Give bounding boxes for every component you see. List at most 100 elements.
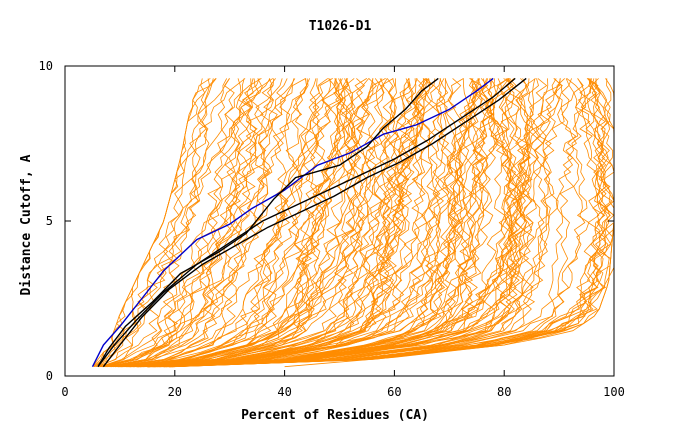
x-tick-label: 40 [277, 385, 291, 399]
model-line [170, 78, 592, 368]
model-line [154, 78, 519, 368]
model-line [155, 78, 559, 368]
model-line [149, 78, 480, 368]
x-tick-label: 0 [61, 385, 68, 399]
model-line [101, 78, 249, 368]
model-line [134, 78, 418, 368]
model-line [138, 78, 427, 368]
model-line [166, 78, 606, 368]
model-line [132, 78, 441, 368]
axis-ticks: 0 20 40 60 80 100 0 5 10 [39, 59, 625, 399]
model-line [142, 78, 494, 368]
model-line [137, 78, 460, 368]
model-line [148, 78, 511, 368]
model-line [156, 78, 545, 368]
model-line [115, 78, 310, 368]
model-line [147, 78, 526, 368]
model-line [128, 78, 385, 368]
model-line [168, 78, 592, 368]
y-tick-label: 0 [46, 369, 53, 383]
model-line [106, 78, 274, 368]
model-line [163, 78, 563, 368]
model-line [120, 78, 356, 368]
model-line [149, 78, 494, 368]
model-line [132, 78, 426, 368]
model-line [115, 78, 329, 368]
y-tick-label: 5 [46, 214, 53, 228]
model-line [173, 78, 612, 368]
model-line [123, 78, 391, 368]
model-blue-line [91, 77, 494, 368]
model-line [127, 78, 374, 368]
model-line [120, 78, 383, 368]
model-line [94, 78, 214, 368]
model-line [95, 78, 230, 368]
model-line [139, 78, 468, 368]
model-line [147, 78, 487, 368]
model-line [148, 78, 478, 368]
model-line [120, 78, 370, 368]
model-line [111, 78, 306, 368]
model-line [105, 78, 275, 368]
background-model-lines [92, 78, 615, 368]
model-line [165, 78, 613, 368]
model-line [106, 78, 271, 368]
model-line [147, 78, 519, 368]
model-line [105, 78, 288, 368]
model-line [110, 78, 295, 368]
model-line [148, 78, 518, 368]
model-line [137, 78, 427, 368]
model-line [103, 78, 260, 368]
model-line [128, 78, 386, 368]
model-line [115, 78, 309, 368]
model-line [99, 78, 270, 368]
model-black-2-line [97, 77, 516, 368]
model-line [126, 78, 374, 368]
model-line [93, 78, 217, 368]
model-line [137, 78, 433, 368]
model-line [142, 78, 464, 368]
model-line [139, 78, 464, 368]
model-line [118, 78, 338, 368]
model-line [134, 78, 411, 368]
model-line [99, 78, 240, 368]
model-line [148, 78, 489, 368]
model-black-1-line [97, 77, 439, 368]
model-line [122, 78, 349, 368]
chart-title: T1026-D1 [309, 19, 372, 34]
y-tick-label: 10 [39, 59, 53, 73]
model-line [130, 78, 394, 368]
model-line [102, 78, 254, 368]
model-line [117, 78, 320, 368]
x-tick-label: 60 [387, 385, 401, 399]
model-line [129, 78, 404, 368]
highlight-model-lines [91, 77, 527, 368]
model-line [106, 78, 276, 368]
model-line [101, 78, 269, 368]
model-line [169, 78, 601, 368]
model-line [165, 78, 572, 368]
model-line [158, 78, 555, 368]
model-black-3-line [102, 77, 527, 368]
model-line [149, 78, 488, 368]
model-line [153, 78, 549, 368]
model-line [102, 78, 262, 368]
model-line [117, 78, 351, 368]
model-line [151, 78, 510, 368]
model-line [109, 78, 303, 368]
model-line [158, 78, 539, 368]
x-tick-label: 100 [603, 385, 625, 399]
x-axis-label: Percent of Residues (CA) [241, 408, 429, 423]
model-line [139, 78, 485, 368]
model-line [152, 78, 509, 368]
x-tick-label: 80 [497, 385, 511, 399]
model-line [119, 78, 361, 368]
model-line [97, 78, 229, 368]
model-line [141, 78, 447, 368]
model-line [169, 78, 607, 368]
x-tick-label: 20 [168, 385, 182, 399]
model-line [131, 78, 396, 368]
model-line [150, 78, 496, 368]
model-line [154, 78, 515, 368]
